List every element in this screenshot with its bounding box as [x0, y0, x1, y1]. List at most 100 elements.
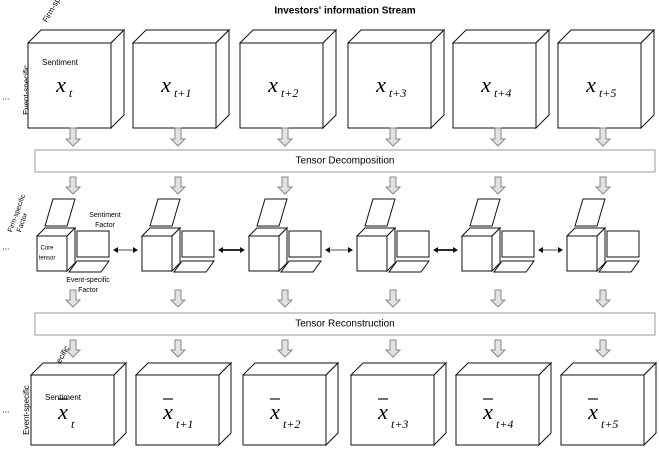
output-tensor-top	[29, 362, 128, 376]
input-tensor-top	[131, 29, 231, 44]
firm-factor	[44, 198, 76, 227]
input-tensor-side	[322, 28, 337, 130]
firm-factor	[149, 198, 181, 227]
input-tensor-side	[110, 28, 125, 130]
output-tensor-top	[454, 362, 553, 376]
decomposition-label: Tensor Decomposition	[296, 156, 395, 167]
output-tensor-top	[349, 362, 448, 376]
output-tensor-front	[135, 374, 220, 446]
tensor-subscript: t+2	[281, 86, 298, 100]
link-head	[453, 247, 458, 253]
down-arrow	[594, 176, 612, 195]
tensor-symbol: x	[269, 399, 280, 424]
down-arrow	[169, 176, 187, 195]
down-arrow	[64, 127, 82, 147]
tensor-subscript: t+2	[283, 417, 300, 431]
firm-factor	[256, 198, 288, 227]
core-tensor-front	[356, 235, 388, 272]
reconstruction-box	[34, 312, 656, 336]
tensor-symbol: x	[482, 399, 493, 424]
link-head	[113, 247, 118, 253]
output-tensor-side	[433, 361, 447, 447]
down-arrow	[64, 176, 82, 195]
down-arrow	[169, 339, 187, 358]
core-tensor-front	[141, 235, 173, 272]
tensor-subscript: t+5	[601, 417, 618, 431]
reconstruction-label: Tensor Reconstruction	[295, 319, 395, 330]
down-arrow	[489, 127, 507, 147]
tensor-symbol: x	[267, 72, 278, 97]
input-tensor-front	[452, 42, 537, 129]
sentiment-factor	[606, 230, 640, 258]
event-factor	[173, 260, 215, 273]
down-arrow	[594, 127, 612, 147]
tensor-subscript: t	[69, 86, 73, 100]
event-factor-label: Factor	[78, 287, 99, 294]
down-arrow	[384, 289, 402, 308]
input-tensor-top	[26, 29, 126, 44]
output-tensor-front	[455, 374, 540, 446]
core-factor-label: Core	[40, 246, 54, 252]
core-tensor-front	[461, 235, 493, 272]
down-arrow	[64, 339, 82, 358]
down-arrow	[64, 289, 82, 308]
down-arrow	[276, 289, 294, 308]
output-tensor-front	[30, 374, 115, 446]
tensor-subscript: t+3	[389, 86, 406, 100]
tensor-symbol: x	[377, 399, 388, 424]
input-tensor-side	[430, 28, 445, 130]
link-head	[325, 247, 330, 253]
input-tensor-front	[132, 42, 217, 129]
tensor-symbol: x	[587, 399, 598, 424]
link-head	[240, 247, 245, 253]
sentiment-factor-label: Sentiment	[89, 212, 121, 219]
tensor-symbol: x	[57, 399, 68, 424]
output-tensor-side	[218, 361, 232, 447]
down-arrow	[489, 339, 507, 358]
sentiment-factor	[396, 230, 430, 258]
output-tensor-front	[560, 374, 645, 446]
event-axis-label: Event-specific	[22, 65, 31, 115]
input-tensor-top	[346, 29, 446, 44]
down-arrow	[384, 176, 402, 195]
output-tensor-front	[350, 374, 435, 446]
output-tensor-side	[643, 361, 657, 447]
sentiment-factor	[288, 230, 322, 258]
output-tensor-side	[538, 361, 552, 447]
sentiment-factor-label: Factor	[95, 222, 116, 229]
link-head	[433, 247, 438, 253]
core-factor-label: tensor	[39, 256, 56, 262]
ellipsis: ...	[2, 91, 10, 101]
down-arrow	[489, 289, 507, 308]
link-head	[348, 247, 353, 253]
tensor-symbol: x	[162, 399, 173, 424]
event-factor	[280, 260, 322, 273]
firm-factor	[469, 198, 501, 227]
link-head	[133, 247, 138, 253]
output-tensor-side	[325, 361, 339, 447]
sentiment-factor	[501, 230, 535, 258]
down-arrow	[276, 176, 294, 195]
tensor-subscript: t+4	[496, 417, 513, 431]
down-arrow	[594, 289, 612, 308]
down-arrow	[169, 289, 187, 308]
tensor-subscript: t+3	[391, 417, 408, 431]
input-tensor-top	[451, 29, 551, 44]
tensor-subscript: t+1	[174, 86, 191, 100]
core-tensor-front	[566, 235, 598, 272]
down-arrow	[384, 339, 402, 358]
ellipsis: ...	[2, 404, 10, 414]
down-arrow	[276, 127, 294, 147]
down-arrow	[276, 339, 294, 358]
down-arrow	[384, 127, 402, 147]
tensor-symbol: x	[585, 72, 596, 97]
sentiment-axis-label: Sentiment	[45, 393, 82, 402]
input-tensor-top	[556, 29, 656, 44]
down-arrow	[169, 127, 187, 147]
input-tensor-side	[535, 28, 550, 130]
tensor-subscript: t+5	[599, 86, 616, 100]
down-arrow	[489, 176, 507, 195]
core-tensor-front	[36, 235, 68, 272]
down-arrow	[594, 339, 612, 358]
